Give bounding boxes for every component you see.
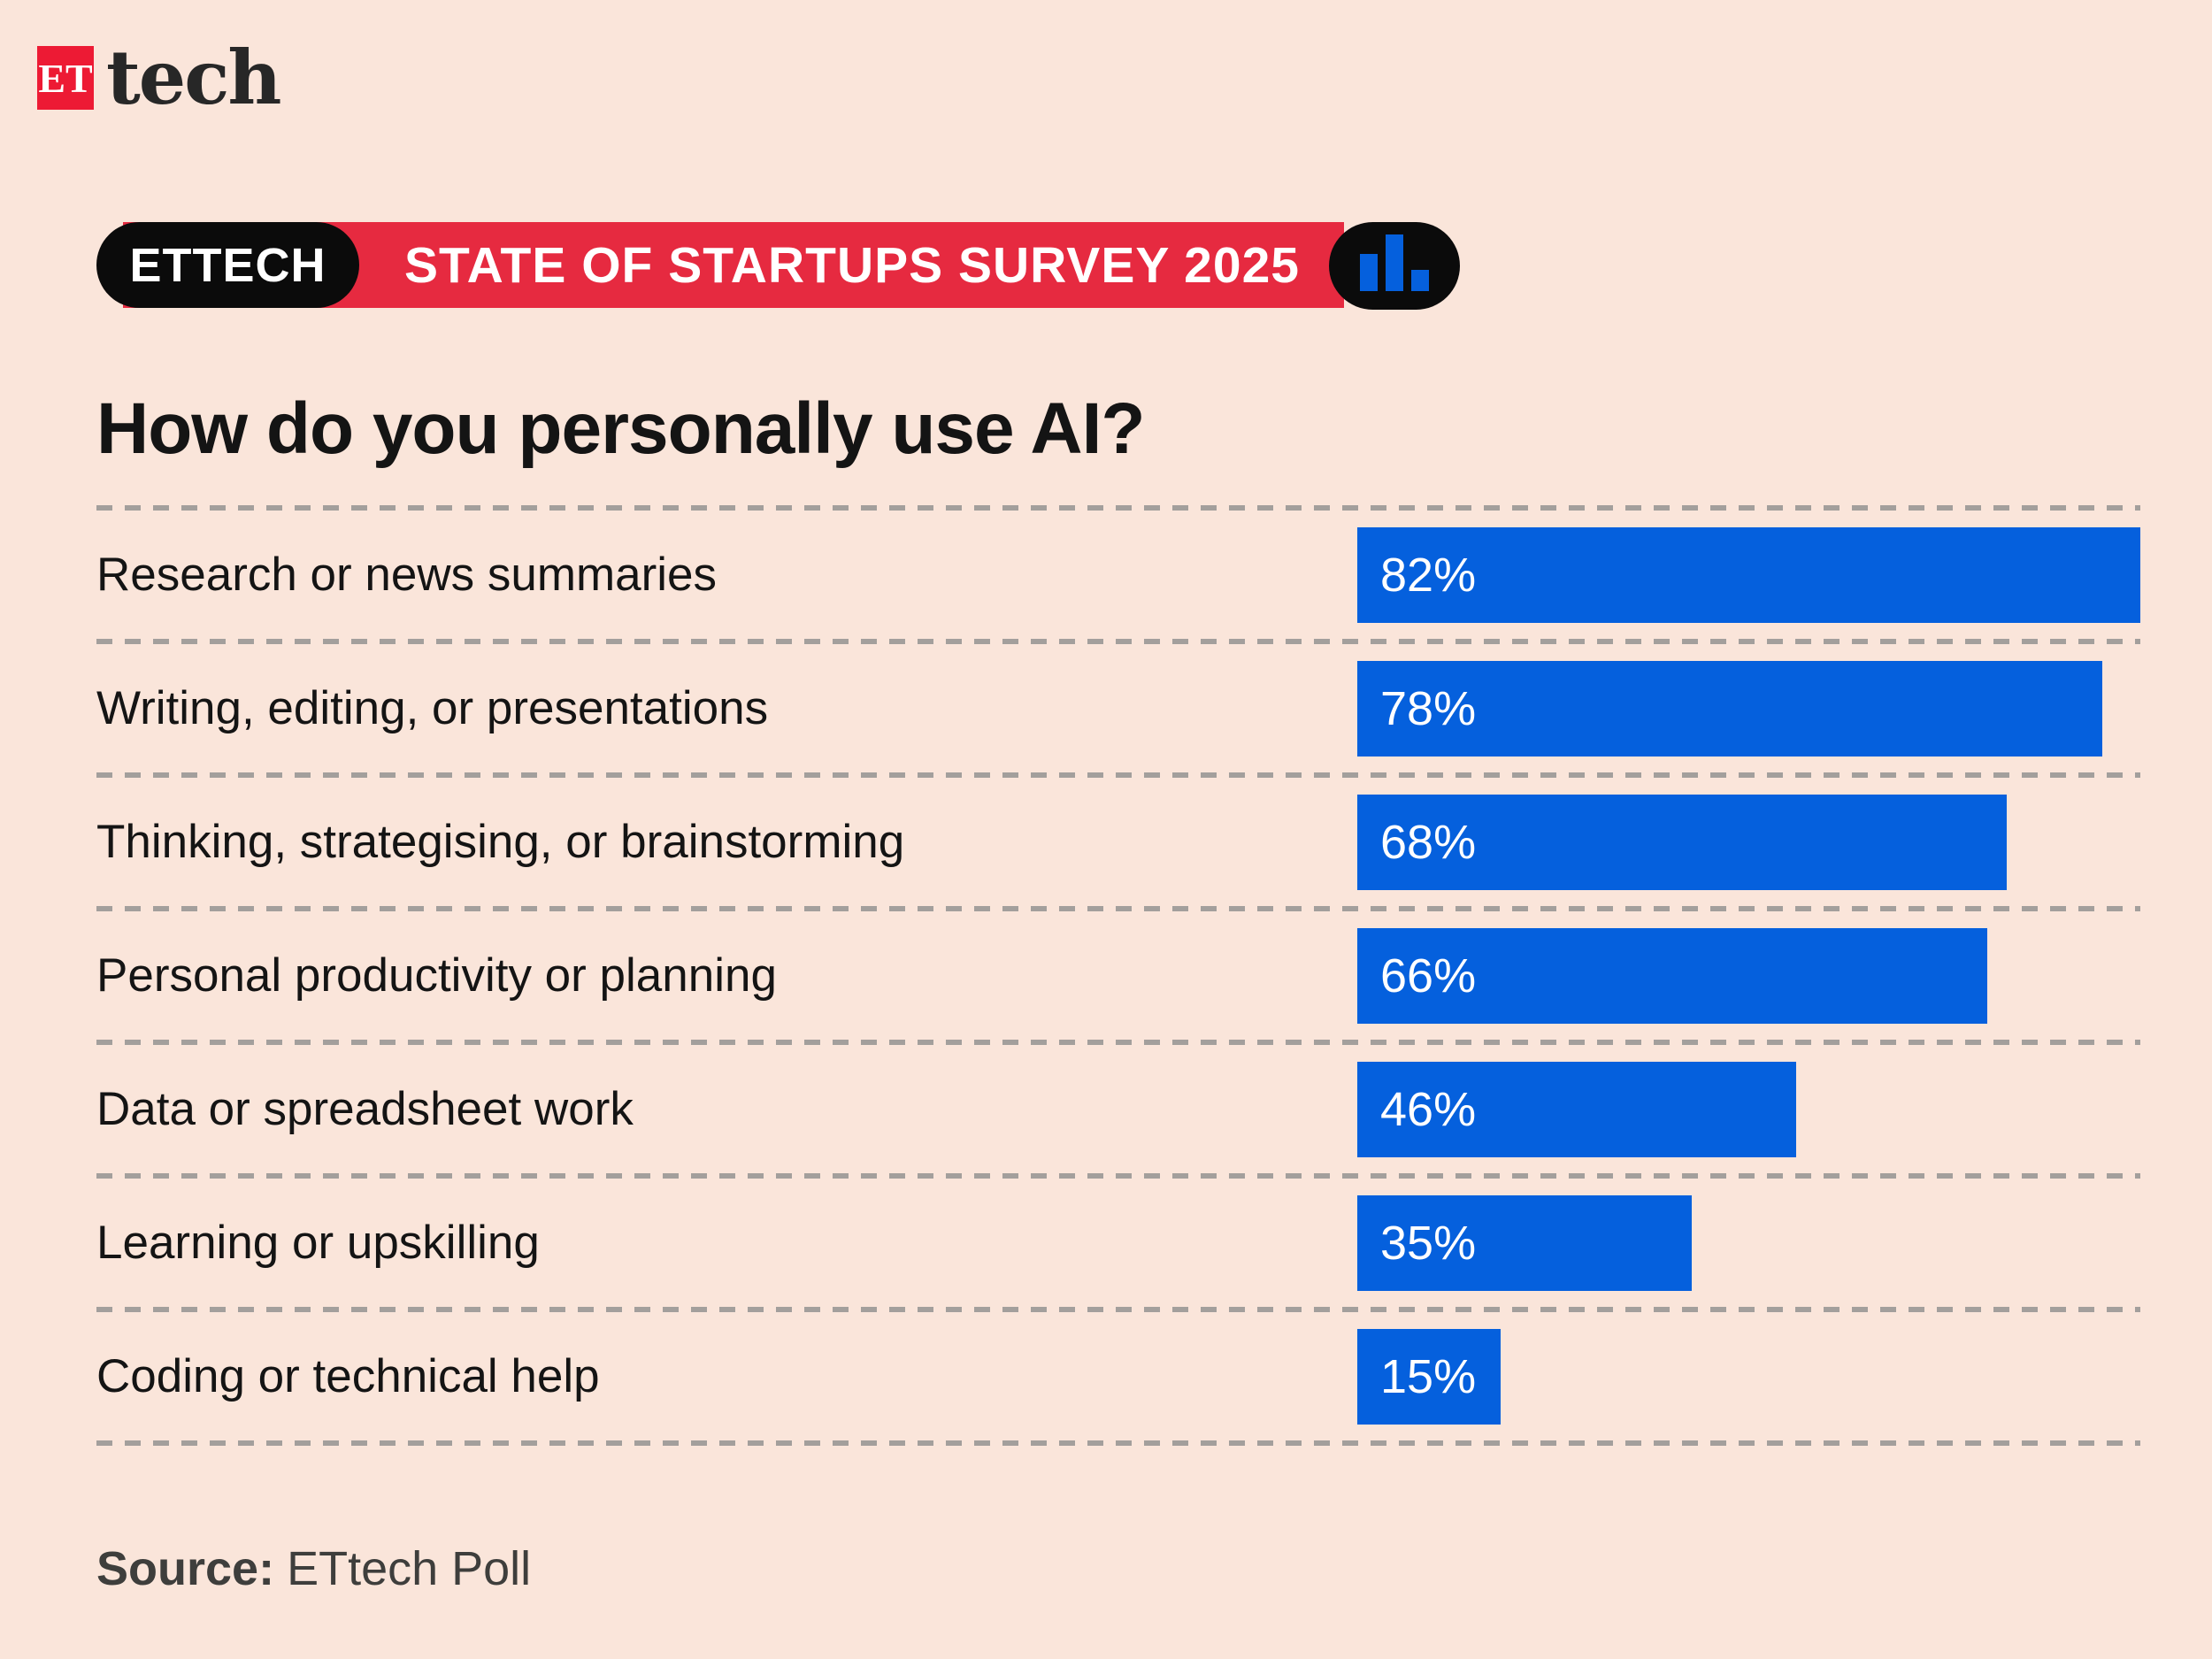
dashed-separator	[96, 1307, 2140, 1312]
category-label: Data or spreadsheet work	[96, 1083, 634, 1135]
bar-area: 82%	[1357, 526, 2140, 623]
chart-row: Research or news summaries 82%	[96, 511, 2140, 639]
bar-area: 66%	[1357, 927, 2140, 1024]
bar-area: 35%	[1357, 1194, 2140, 1291]
bar-chart-icon-bar	[1411, 270, 1429, 291]
category-label: Coding or technical help	[96, 1350, 600, 1402]
value-bar: 46%	[1357, 1061, 1797, 1157]
value-label: 66%	[1380, 949, 1477, 1002]
value-bar: 35%	[1357, 1194, 1692, 1291]
category-label: Research or news summaries	[96, 549, 718, 601]
bar-chart-icon-bar	[1360, 254, 1378, 291]
dashed-separator	[96, 772, 2140, 778]
chart-row: Thinking, strategising, or brainstorming…	[96, 778, 2140, 906]
et-logo-word: tech	[106, 34, 281, 121]
bar-area: 15%	[1357, 1328, 2140, 1425]
ettech-badge-pill: ETTECH	[96, 222, 359, 308]
source-line: Source: ETtech Poll	[96, 1541, 531, 1596]
dashed-separator	[96, 1173, 2140, 1179]
bar-area: 46%	[1357, 1061, 2140, 1157]
category-label: Learning or upskilling	[96, 1217, 540, 1269]
page-title: How do you personally use AI?	[96, 388, 1145, 469]
category-label: Writing, editing, or presentations	[96, 682, 769, 734]
dashed-separator	[96, 1040, 2140, 1045]
source-label: Source:	[96, 1542, 275, 1595]
source-value: ETtech Poll	[287, 1542, 532, 1595]
value-bar: 78%	[1357, 660, 2102, 757]
value-label: 46%	[1380, 1082, 1477, 1136]
bar-area: 68%	[1357, 794, 2140, 890]
value-bar: 66%	[1357, 927, 1988, 1024]
chart-row: Personal productivity or planning 66%	[96, 911, 2140, 1040]
survey-badge-label: STATE OF STARTUPS SURVEY 2025	[404, 236, 1300, 294]
value-label: 78%	[1380, 681, 1477, 735]
value-label: 35%	[1380, 1216, 1477, 1270]
ettech-logo: ET tech	[37, 34, 281, 121]
value-bar: 68%	[1357, 794, 2007, 890]
bar-chart-icon-bar	[1386, 234, 1403, 291]
dashed-separator	[96, 906, 2140, 911]
survey-badge: STATE OF STARTUPS SURVEY 2025 ETTECH	[96, 222, 1460, 310]
value-bar: 82%	[1357, 526, 2140, 623]
dashed-separator	[96, 639, 2140, 644]
value-bar: 15%	[1357, 1328, 1501, 1425]
et-logo-mark: ET	[37, 46, 94, 111]
dashed-separator	[96, 505, 2140, 511]
dashed-separator	[96, 1440, 2140, 1446]
bar-chart-icon	[1329, 222, 1460, 310]
category-label: Thinking, strategising, or brainstorming	[96, 816, 905, 868]
chart-row: Coding or technical help 15%	[96, 1312, 2140, 1440]
chart-row: Data or spreadsheet work 46%	[96, 1045, 2140, 1173]
value-label: 82%	[1380, 548, 1477, 602]
bar-chart: Research or news summaries 82% Writing, ed…	[96, 505, 2140, 1446]
chart-row: Writing, editing, or presentations 78%	[96, 644, 2140, 772]
chart-row: Learning or upskilling 35%	[96, 1179, 2140, 1307]
value-label: 68%	[1380, 815, 1477, 869]
bar-area: 78%	[1357, 660, 2140, 757]
category-label: Personal productivity or planning	[96, 949, 777, 1002]
value-label: 15%	[1380, 1349, 1477, 1403]
